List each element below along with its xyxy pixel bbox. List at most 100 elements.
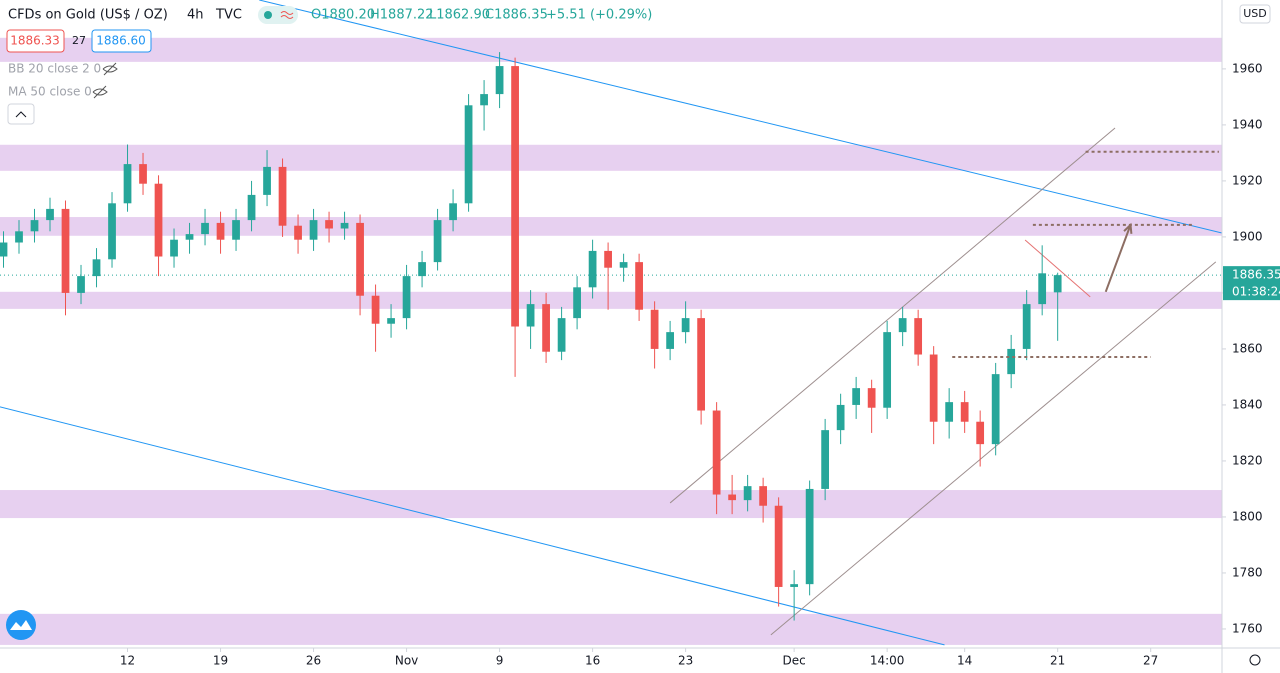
candle-body — [914, 318, 923, 355]
settings-icon[interactable] — [1249, 654, 1261, 666]
ohlc-low: L1862.90 — [429, 8, 490, 23]
candle-body — [449, 203, 457, 221]
hidden-icon — [92, 85, 108, 99]
candle-body — [681, 318, 690, 333]
zone — [0, 613, 1222, 645]
y-tick-label: 1780 — [1232, 565, 1263, 579]
candle-body — [511, 66, 519, 327]
y-tick-label: 1960 — [1232, 61, 1263, 75]
candle-body — [0, 242, 8, 257]
ask-box[interactable] — [91, 29, 152, 53]
candle-body — [480, 94, 488, 106]
candle-body — [836, 404, 845, 431]
ohlc-open: O1880.20 — [311, 8, 375, 23]
candle-body — [263, 166, 271, 195]
candle-body — [309, 220, 318, 240]
candle-body — [371, 295, 380, 324]
candle-body — [604, 250, 612, 268]
indicator[interactable]: BB 20 close 2 0 — [8, 62, 101, 76]
candle-body — [883, 332, 892, 408]
hidden-icon — [102, 62, 118, 76]
candle-body — [30, 220, 39, 232]
legend: CFDs on Gold (US$ / OZ) 4h TVC O1880.20 … — [6, 4, 1271, 666]
candle-body — [1022, 304, 1031, 349]
y-tick-label: 1820 — [1232, 453, 1263, 467]
candle-body — [387, 318, 395, 324]
candle-body — [976, 421, 985, 445]
currency-box[interactable] — [1239, 4, 1271, 24]
candle-body — [852, 388, 861, 405]
source: TVC — [215, 8, 242, 23]
y-tick-label: 1840 — [1232, 397, 1263, 411]
currency: USD — [1243, 7, 1267, 20]
delay-icon — [280, 11, 294, 19]
x-tick-label: 21 — [1050, 654, 1065, 668]
candle-body — [232, 220, 240, 240]
candle-body — [154, 183, 163, 257]
y-tick-label: 1800 — [1232, 509, 1263, 523]
candle-body — [108, 203, 116, 260]
x-tick-label: 16 — [585, 654, 600, 668]
interval: 4h — [187, 8, 204, 23]
status-badge[interactable] — [258, 6, 298, 24]
ask: 1886.60 — [96, 34, 146, 48]
candle-body — [774, 505, 783, 587]
candle-body — [495, 66, 504, 95]
price: 1886.35 — [1232, 268, 1280, 282]
candle-body — [728, 494, 736, 501]
candle-body — [991, 374, 1000, 445]
logo[interactable] — [6, 610, 36, 640]
trend-line — [0, 406, 945, 646]
candle-body — [464, 105, 473, 204]
trend-line — [259, 0, 1222, 234]
zone — [0, 291, 1222, 309]
candle-body — [92, 259, 101, 277]
trend-line — [669, 127, 1116, 504]
candle-body — [697, 318, 705, 411]
x-tick-label: Dec — [783, 654, 806, 668]
candle-body — [573, 287, 581, 319]
indicator[interactable]: MA 50 close 0 — [8, 85, 92, 99]
candle-body — [15, 231, 23, 243]
x-tick-label: 14:00 — [870, 654, 905, 668]
candle-body — [1053, 275, 1062, 293]
candle-body — [1038, 273, 1047, 305]
zone — [0, 217, 1222, 236]
candle-body — [666, 332, 674, 349]
y-tick-label: 1920 — [1232, 173, 1263, 187]
zone — [0, 144, 1222, 171]
ohlc-high: H1887.22 — [370, 8, 434, 23]
plot-area — [0, 0, 1222, 646]
candle-body — [418, 262, 426, 277]
bid-box[interactable] — [6, 29, 65, 53]
trend-line — [770, 261, 1217, 636]
y-tick-label: 1900 — [1232, 229, 1263, 243]
candle-body — [557, 318, 566, 352]
candle-body — [790, 584, 799, 587]
candle-body — [635, 262, 643, 310]
candle-body — [123, 164, 132, 204]
candle-body — [588, 250, 597, 288]
collapse-button[interactable] — [7, 103, 35, 125]
candle-body — [185, 234, 194, 240]
symbol: CFDs on Gold (US$ / OZ) — [8, 8, 168, 23]
y-tick-label: 1860 — [1232, 341, 1263, 355]
ohlc-change: +5.51 (+0.29%) — [546, 8, 652, 23]
candle-body — [356, 222, 364, 296]
status-dot — [264, 11, 272, 19]
candle-body — [945, 402, 954, 422]
x-tick-label: 9 — [496, 654, 504, 668]
candle-body — [278, 166, 287, 226]
candle-body — [247, 194, 256, 221]
candle-body — [170, 239, 178, 257]
candle-body — [61, 208, 70, 293]
candle-body — [743, 486, 752, 501]
candle-body — [340, 222, 349, 229]
candle-body — [433, 220, 442, 263]
countdown: 01:38:24 — [1232, 285, 1280, 299]
candle-body — [139, 164, 147, 184]
candle-body — [960, 402, 969, 422]
candle-body — [712, 410, 721, 495]
candle-body — [402, 276, 411, 319]
